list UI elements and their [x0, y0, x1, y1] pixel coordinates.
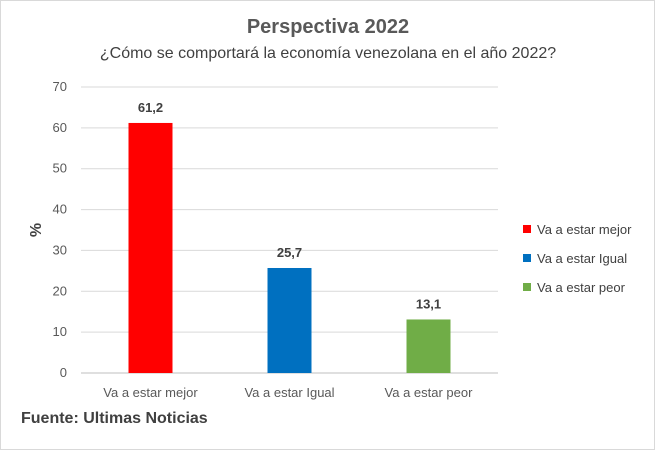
y-tick-label: 70 — [53, 79, 67, 94]
x-category-label: Va a estar peor — [385, 385, 474, 400]
legend-item-label: Va a estar mejor — [537, 222, 632, 237]
legend-swatch — [523, 254, 531, 262]
y-tick-label: 60 — [53, 120, 67, 135]
chart-title: Perspectiva 2022 — [247, 16, 409, 38]
legend: Va a estar mejor Va a estar Igual Va a est… — [523, 222, 632, 295]
y-axis-label: % — [28, 223, 45, 237]
x-category-label: Va a estar Igual — [244, 385, 334, 400]
y-axis-ticks: 0 10 20 30 40 50 60 70 — [53, 79, 67, 380]
y-tick-label: 30 — [53, 242, 67, 257]
y-tick-label: 0 — [60, 365, 67, 380]
bar-1 — [128, 122, 173, 373]
source-note: Fuente: Ultimas Noticias — [21, 410, 208, 427]
y-tick-label: 40 — [53, 202, 67, 217]
bars — [128, 122, 451, 373]
y-tick-label: 10 — [53, 324, 67, 339]
bar-3 — [406, 319, 451, 373]
y-tick-label: 50 — [53, 161, 67, 176]
x-category-label: Va a estar mejor — [103, 385, 198, 400]
data-label: 25,7 — [277, 245, 302, 260]
data-label: 13,1 — [416, 296, 441, 311]
legend-swatch — [523, 283, 531, 291]
data-label: 61,2 — [138, 100, 163, 115]
legend-item-label: Va a estar peor — [537, 280, 626, 295]
chart-subtitle: ¿Cómo se comportará la economía venezola… — [100, 45, 556, 62]
legend-item-label: Va a estar Igual — [537, 251, 627, 266]
x-axis-categories: Va a estar mejor Va a estar Igual Va a est… — [103, 385, 473, 400]
legend-swatch — [523, 225, 531, 233]
bar-2 — [267, 267, 312, 373]
data-labels: 61,2 25,7 13,1 — [138, 100, 441, 312]
y-tick-label: 20 — [53, 283, 67, 298]
